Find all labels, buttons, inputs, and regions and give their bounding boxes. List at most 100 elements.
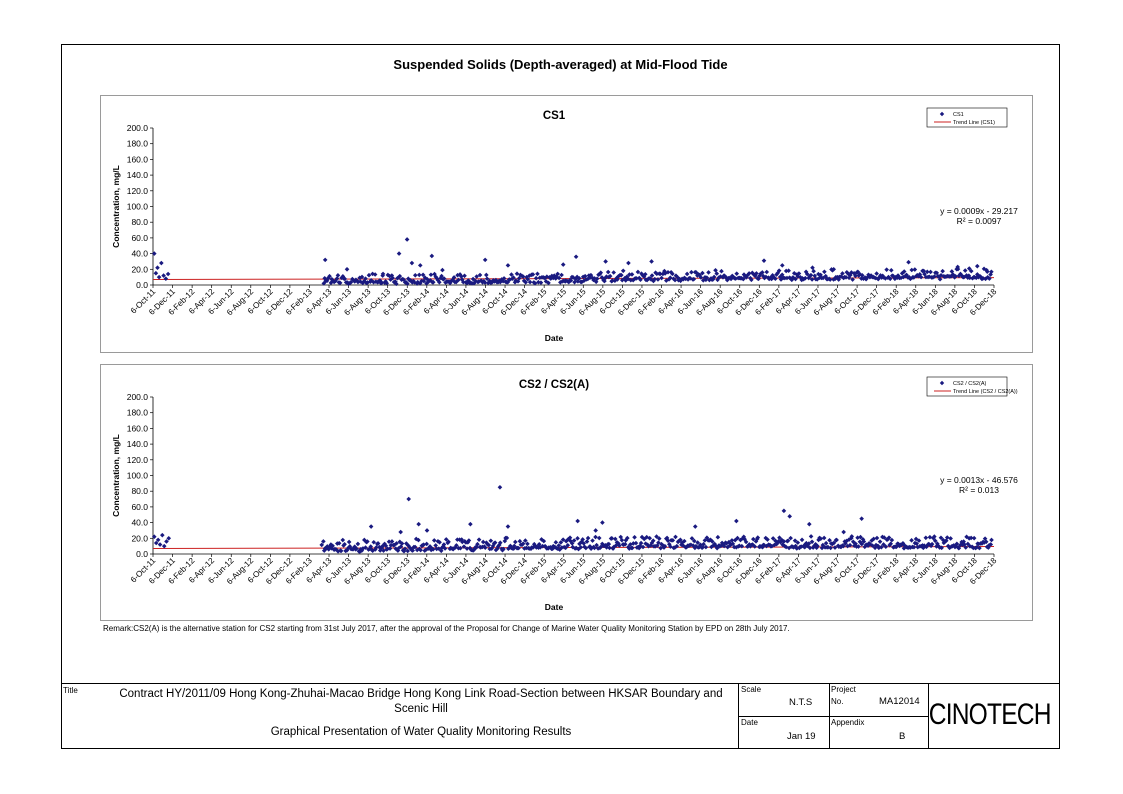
data-point [740, 536, 746, 541]
data-point [806, 541, 812, 546]
data-point [851, 270, 857, 276]
x-axis-label: Date [545, 333, 564, 343]
data-point [384, 280, 390, 286]
data-point [775, 270, 781, 276]
data-point [789, 277, 795, 283]
data-point [334, 276, 340, 281]
data-point [424, 281, 429, 286]
data-point [366, 272, 372, 278]
data-point [361, 278, 367, 284]
data-point [681, 276, 686, 282]
data-point [649, 273, 655, 278]
data-point [927, 534, 933, 540]
data-point [968, 268, 974, 274]
data-point [755, 535, 761, 540]
data-point [540, 543, 545, 549]
project-cell: Project No. MA12014 [829, 684, 929, 717]
data-point [381, 548, 386, 553]
data-point [809, 277, 815, 282]
data-point [532, 543, 538, 549]
data-point [718, 274, 723, 279]
data-point [780, 263, 785, 268]
data-point [495, 546, 500, 551]
data-point [876, 275, 882, 281]
data-point [605, 269, 611, 275]
data-point [574, 274, 580, 280]
y-tick-label: 140.0 [127, 170, 149, 180]
data-point [700, 545, 705, 550]
data-point [906, 274, 912, 280]
data-point [887, 276, 893, 282]
data-point [861, 539, 867, 544]
data-point [563, 538, 569, 544]
data-point [542, 275, 548, 281]
data-point [895, 273, 901, 278]
data-point [533, 275, 539, 281]
data-point [629, 272, 635, 277]
data-point [928, 543, 934, 549]
data-point [820, 275, 826, 281]
data-point [745, 272, 751, 278]
data-point [858, 534, 863, 540]
data-point [429, 253, 435, 259]
data-point [417, 280, 423, 286]
data-point [155, 265, 160, 271]
data-point [734, 518, 739, 524]
data-point [702, 538, 708, 543]
data-point [566, 279, 572, 285]
data-point [405, 548, 411, 554]
data-point [716, 275, 722, 280]
y-tick-label: 20.0 [131, 264, 148, 274]
data-point [387, 546, 393, 551]
data-point [577, 541, 582, 547]
data-point [761, 258, 767, 263]
data-point [163, 276, 169, 282]
data-point [714, 271, 720, 276]
data-point [868, 273, 874, 278]
data-point [898, 275, 904, 281]
data-point [612, 536, 618, 542]
data-point [703, 544, 709, 550]
data-point [530, 272, 536, 277]
data-point [805, 543, 810, 549]
data-point [432, 271, 437, 277]
data-point [391, 542, 397, 548]
data-point [441, 542, 447, 547]
data-point [511, 275, 516, 280]
data-point [622, 541, 628, 547]
data-point [156, 274, 162, 280]
data-point [888, 541, 894, 547]
scale-value: N.T.S [789, 697, 813, 708]
data-point [956, 273, 962, 279]
data-point [377, 548, 383, 553]
trend-r-squared: R² = 0.0097 [957, 216, 1002, 226]
data-point [393, 546, 399, 552]
data-point [973, 275, 979, 281]
data-point [926, 541, 932, 547]
data-point [482, 280, 488, 285]
data-point [912, 267, 918, 272]
data-point [579, 279, 585, 285]
data-point [666, 277, 672, 282]
data-point [437, 540, 442, 545]
data-point [923, 535, 929, 541]
data-point [585, 535, 591, 541]
data-point [404, 237, 410, 242]
data-point [165, 271, 171, 277]
data-point [841, 529, 846, 535]
legend-trend-label: Trend Line (CS1) [953, 120, 995, 126]
data-point [962, 268, 968, 273]
remark-text: Remark:CS2(A) is the alternative station… [103, 624, 790, 633]
data-point [825, 544, 831, 550]
data-point [742, 536, 747, 542]
data-point [838, 544, 844, 550]
data-point [844, 269, 850, 275]
data-point [684, 544, 689, 550]
data-point [514, 271, 520, 277]
data-point [672, 277, 678, 283]
data-point [701, 541, 706, 547]
data-point [504, 535, 510, 541]
data-point [517, 538, 523, 544]
data-point [461, 544, 467, 549]
data-point [656, 540, 661, 545]
